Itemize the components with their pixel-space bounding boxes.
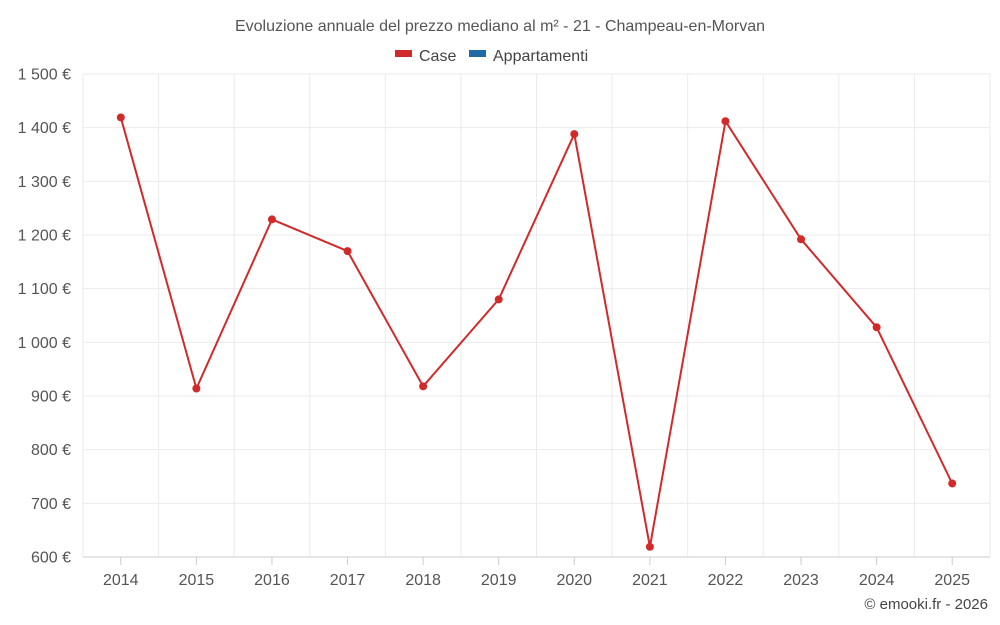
x-tick-label: 2014	[103, 572, 139, 589]
data-point[interactable]	[343, 247, 352, 256]
data-point[interactable]	[797, 235, 806, 244]
y-tick-label: 1 500 €	[18, 67, 71, 84]
legend-swatch-appartamenti	[469, 50, 486, 57]
y-tick-label: 1 300 €	[18, 174, 71, 191]
grid	[82, 73, 991, 557]
legend-label-case: Case	[419, 48, 456, 65]
x-tick-label: 2018	[405, 572, 441, 589]
x-axis: 2014 2015 2016 2017 2018 2019 2020 2021 2022 2023…	[83, 556, 990, 589]
y-axis: 600 € 700 € 800 € 900 € 1 000 € 1 100 € 1 200 …	[18, 67, 71, 567]
data-point[interactable]	[872, 323, 881, 332]
x-tick-label: 2015	[179, 572, 215, 589]
y-tick-label: 700 €	[31, 496, 71, 513]
data-point[interactable]	[494, 295, 503, 304]
y-tick-label: 1 200 €	[18, 228, 71, 245]
y-tick-label: 1 100 €	[18, 281, 71, 298]
legend-label-appartamenti: Appartamenti	[493, 48, 588, 65]
y-tick-label: 1 000 €	[18, 335, 71, 352]
x-tick-label: 2017	[330, 572, 366, 589]
x-tick-label: 2024	[859, 572, 895, 589]
x-tick-label: 2021	[632, 572, 668, 589]
x-tick-label: 2022	[708, 572, 744, 589]
data-point[interactable]	[948, 479, 957, 488]
data-point[interactable]	[721, 117, 730, 126]
legend-swatch-case	[395, 50, 412, 57]
data-point[interactable]	[192, 384, 201, 393]
data-point[interactable]	[419, 382, 428, 391]
y-tick-label: 600 €	[31, 550, 71, 567]
y-tick-label: 800 €	[31, 442, 71, 459]
data-point[interactable]	[267, 215, 276, 224]
y-tick-label: 1 400 €	[18, 120, 71, 137]
data-point[interactable]	[645, 542, 654, 551]
credit-text: © emooki.fr - 2026	[864, 596, 988, 613]
y-tick-label: 900 €	[31, 389, 71, 406]
x-tick-label: 2023	[783, 572, 819, 589]
legend: Case Appartamenti	[395, 48, 588, 65]
series-line-case	[119, 117, 954, 548]
chart-title: Evoluzione annuale del prezzo mediano al…	[235, 18, 765, 35]
series-layer	[116, 113, 957, 551]
x-tick-label: 2016	[254, 572, 290, 589]
data-point[interactable]	[570, 130, 579, 139]
x-tick-label: 2025	[934, 572, 970, 589]
x-tick-label: 2019	[481, 572, 517, 589]
data-point[interactable]	[116, 113, 125, 122]
legend-item-case[interactable]: Case	[395, 48, 456, 65]
x-tick-label: 2020	[556, 572, 592, 589]
legend-item-appartamenti[interactable]: Appartamenti	[469, 48, 588, 65]
